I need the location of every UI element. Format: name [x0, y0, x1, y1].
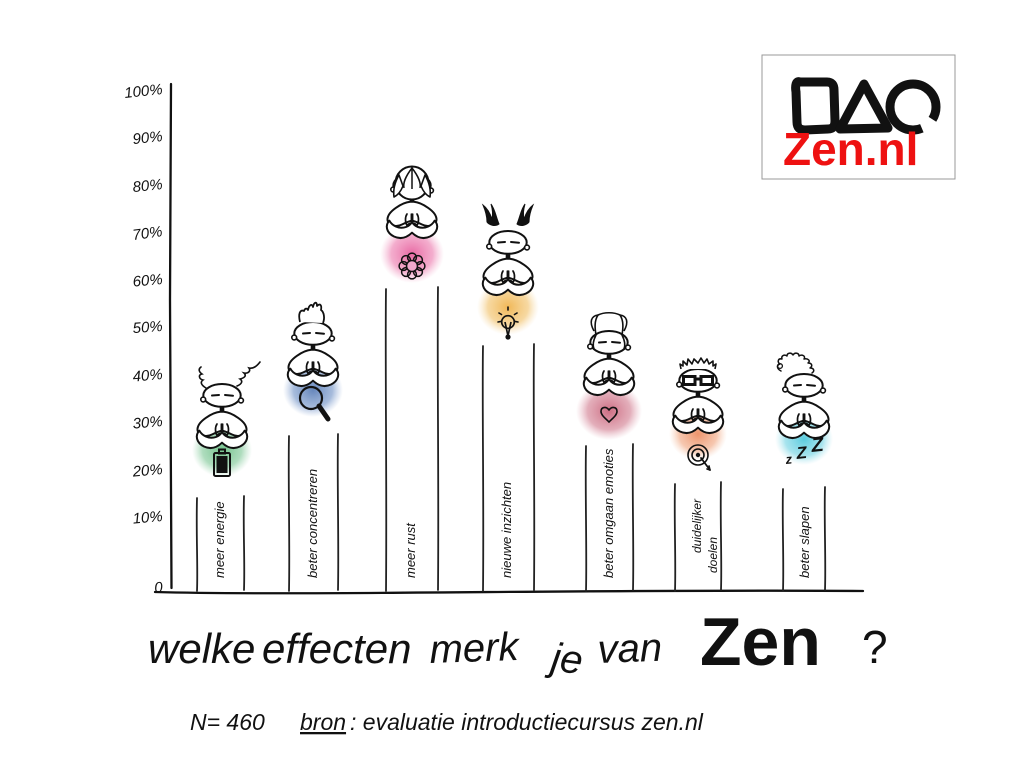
svg-text:80%: 80%: [132, 176, 164, 196]
svg-text:beter slapen: beter slapen: [797, 506, 812, 578]
svg-text:Zen: Zen: [700, 604, 821, 680]
svg-text:Zen.nl: Zen.nl: [783, 123, 918, 175]
svg-text:beter concentreren: beter concentreren: [305, 469, 320, 578]
svg-text:welke: welke: [148, 625, 255, 672]
svg-text:merk: merk: [429, 625, 521, 672]
svg-text:van: van: [597, 626, 663, 672]
svg-text:20%: 20%: [131, 461, 163, 481]
svg-text:bron: bron: [300, 709, 346, 735]
svg-text:meer rust: meer rust: [403, 522, 418, 578]
svg-text:effecten: effecten: [262, 625, 411, 672]
svg-text:: evaluatie introductiecursus: : evaluatie introductiecursus zen.nl: [350, 709, 704, 735]
svg-text:?: ?: [862, 621, 888, 673]
svg-text:N= 460: N= 460: [190, 709, 265, 735]
svg-text:40%: 40%: [132, 366, 163, 386]
svg-text:duidelijker: duidelijker: [690, 498, 704, 553]
svg-text:meer energie: meer energie: [212, 501, 227, 578]
svg-text:30%: 30%: [132, 413, 163, 433]
svg-text:60%: 60%: [132, 271, 163, 291]
svg-text:50%: 50%: [132, 318, 163, 337]
svg-text:nieuwe inzichten: nieuwe inzichten: [499, 482, 514, 578]
svg-text:doelen: doelen: [706, 537, 720, 573]
svg-text:90%: 90%: [132, 128, 164, 148]
svg-text:beter omgaan emoties: beter omgaan emoties: [601, 448, 616, 578]
svg-text:10%: 10%: [132, 508, 163, 528]
